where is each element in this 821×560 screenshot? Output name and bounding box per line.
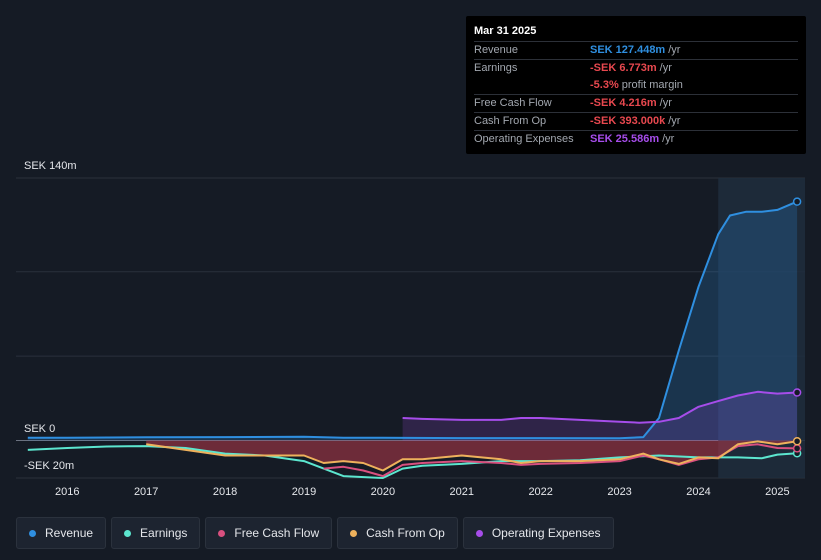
tooltip-row-name: Free Cash Flow xyxy=(474,97,552,109)
tooltip-row-unit: /yr xyxy=(668,115,681,127)
tooltip-row-name: Revenue xyxy=(474,44,519,56)
x-axis-ticks: 2016 2017 2018 2019 2020 2021 2022 2023 2024 2025 xyxy=(55,486,790,498)
operating-expenses-line xyxy=(402,390,798,424)
x-tick-label: 2021 xyxy=(450,486,474,498)
x-tick-label: 2024 xyxy=(686,486,710,498)
tooltip-row-value: -SEK 4.216m xyxy=(590,97,657,109)
tooltip-row-name: Operating Expenses xyxy=(474,133,574,145)
tooltip-row: Free Cash Flow -SEK 4.216m/yr xyxy=(474,94,798,112)
tooltip-row-value: SEK 25.586m xyxy=(590,133,660,145)
x-tick-label: 2023 xyxy=(607,486,631,498)
legend-dot-icon xyxy=(218,529,226,537)
y-axis-zero-label: SEK 0 xyxy=(24,423,56,435)
cash-from-op-line xyxy=(146,440,798,472)
chart-legend: Revenue Earnings Free Cash Flow Cash From O… xyxy=(16,517,614,549)
x-tick-label: 2016 xyxy=(55,486,79,498)
legend-item-operating-expenses[interactable]: Operating Expenses xyxy=(462,517,614,549)
tooltip-row-value: -SEK 393.000k xyxy=(590,115,666,127)
tooltip-row-value: -SEK 6.773m xyxy=(590,62,657,74)
legend-item-free-cash-flow[interactable]: Free Cash Flow xyxy=(205,517,333,549)
revenue-end-point xyxy=(792,197,802,206)
tooltip-row-name xyxy=(474,77,590,94)
tooltip-row-unit: /yr xyxy=(668,44,681,56)
legend-label: Revenue xyxy=(45,526,94,540)
tooltip-row-name: Earnings xyxy=(474,62,518,74)
x-tick-label: 2020 xyxy=(371,486,395,498)
x-tick-label: 2022 xyxy=(528,486,552,498)
y-axis-bottom-label: -SEK 20m xyxy=(24,460,75,472)
tooltip-row: Revenue SEK 127.448m/yr xyxy=(474,41,798,59)
x-tick-label: 2019 xyxy=(292,486,316,498)
legend-dot-icon xyxy=(475,529,483,537)
tooltip-row-unit: profit margin xyxy=(621,79,683,91)
cash-from-op-end-point xyxy=(792,437,802,446)
legend-label: Free Cash Flow xyxy=(234,526,320,540)
legend-dot-icon xyxy=(124,529,132,537)
tooltip-row-unit: /yr xyxy=(659,62,672,74)
operating-expenses-end-point xyxy=(792,388,802,397)
tooltip-row: Operating Expenses SEK 25.586m/yr xyxy=(474,130,798,148)
series-areas xyxy=(27,201,798,471)
highlight-band xyxy=(718,178,805,478)
x-tick-label: 2025 xyxy=(765,486,789,498)
tooltip-row-unit: /yr xyxy=(662,133,675,145)
tooltip-row-unit: /yr xyxy=(659,97,672,109)
legend-dot-icon xyxy=(350,529,358,537)
x-tick-label: 2018 xyxy=(213,486,237,498)
tooltip-row-value: -5.3% xyxy=(590,79,619,91)
data-tooltip: Mar 31 2025 Revenue SEK 127.448m/yr Earnin… xyxy=(466,16,806,154)
legend-item-cash-from-op[interactable]: Cash From Op xyxy=(337,517,458,549)
legend-label: Operating Expenses xyxy=(491,526,601,540)
legend-label: Cash From Op xyxy=(366,526,445,540)
highlight-region xyxy=(718,178,805,478)
tooltip-row: Cash From Op -SEK 393.000k/yr xyxy=(474,112,798,130)
tooltip-date: Mar 31 2025 xyxy=(474,25,537,37)
y-axis-top-label: SEK 140m xyxy=(24,160,77,172)
legend-dot-icon xyxy=(29,529,36,537)
operating-expenses-area xyxy=(402,391,798,441)
series-lines xyxy=(27,197,802,479)
revenue-area xyxy=(27,201,798,441)
tooltip-row-value: SEK 127.448m xyxy=(590,44,666,56)
free-cash-flow-end-point xyxy=(792,444,802,453)
tooltip-row: Earnings -SEK 6.773m/yr xyxy=(474,59,798,77)
legend-item-earnings[interactable]: Earnings xyxy=(111,517,201,549)
legend-label: Earnings xyxy=(140,526,188,540)
revenue-line xyxy=(27,200,798,440)
tooltip-row: -5.3% profit margin xyxy=(474,77,798,94)
legend-item-revenue[interactable]: Revenue xyxy=(16,517,107,549)
x-tick-label: 2017 xyxy=(134,486,158,498)
tooltip-row-name: Cash From Op xyxy=(474,115,547,127)
